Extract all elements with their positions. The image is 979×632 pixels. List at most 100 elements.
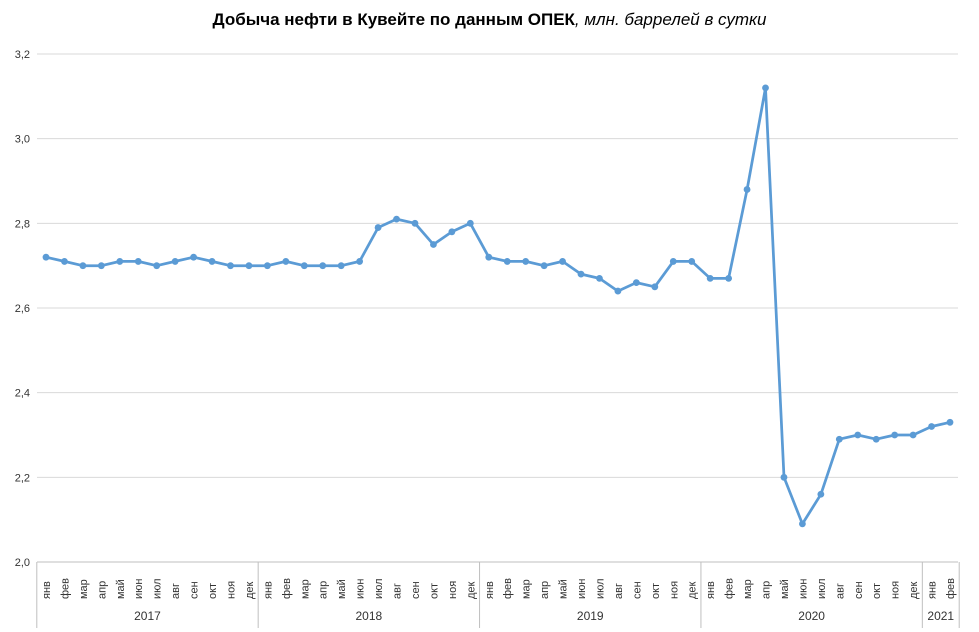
x-axis-month-label: июл	[816, 578, 828, 599]
y-axis-label: 3,2	[15, 49, 30, 61]
x-axis-year-label: 2021	[927, 609, 954, 623]
data-point	[946, 418, 954, 426]
x-axis-month-label: окт	[207, 583, 219, 599]
data-point	[430, 241, 437, 248]
x-axis-month-label: апр	[318, 581, 330, 599]
data-point	[743, 186, 751, 193]
x-axis-month-label: фев	[59, 578, 71, 599]
x-axis-month-label: авг	[392, 583, 404, 599]
data-point	[61, 258, 68, 265]
data-point	[411, 219, 419, 227]
x-axis-month-label: окт	[650, 583, 662, 599]
data-point	[337, 262, 345, 270]
data-point	[688, 258, 696, 265]
data-point	[632, 279, 640, 286]
data-point	[356, 258, 364, 265]
data-point	[466, 219, 474, 227]
x-axis-year-label: 2020	[798, 609, 825, 623]
x-axis-month-label: мар	[299, 579, 311, 599]
x-axis-month-label: май	[558, 579, 570, 599]
x-axis-month-label: ноя	[668, 581, 680, 599]
data-point	[393, 215, 400, 223]
x-axis-month-label: фев	[945, 578, 957, 599]
data-point	[651, 283, 659, 291]
data-point	[835, 435, 843, 443]
data-point	[263, 262, 271, 270]
x-axis-year-label: 2019	[577, 609, 604, 623]
x-axis-month-label: дек	[244, 581, 256, 599]
x-axis-month-label: мар	[78, 579, 90, 599]
x-axis-month-label: фев	[724, 578, 736, 599]
data-point	[799, 520, 806, 528]
data-point	[854, 431, 862, 439]
data-point	[153, 262, 161, 270]
y-axis-label: 2,8	[15, 218, 30, 230]
data-point	[79, 262, 87, 270]
x-axis-month-label: дек	[687, 581, 699, 599]
data-point	[448, 228, 456, 236]
data-point	[817, 490, 825, 498]
data-point	[97, 262, 105, 270]
data-point	[190, 253, 197, 261]
chart-title-sub: , млн. баррелей в сутки	[574, 10, 767, 29]
data-point	[116, 258, 124, 265]
x-axis-month-label: янв	[262, 581, 274, 599]
data-point	[559, 258, 566, 265]
data-point	[300, 262, 308, 270]
x-axis-month-label: авг	[834, 583, 846, 599]
x-axis-month-label: май	[115, 579, 127, 599]
data-point	[522, 258, 530, 265]
y-axis-label: 2,6	[15, 303, 30, 315]
x-axis-month-label: авг	[613, 583, 625, 599]
x-axis-month-label: сен	[853, 581, 865, 599]
data-point	[245, 262, 253, 270]
data-point	[540, 262, 548, 270]
data-point	[577, 270, 585, 278]
x-axis-month-label: фев	[281, 578, 293, 599]
data-point	[706, 274, 714, 282]
data-point	[928, 423, 935, 430]
x-axis-month-label: июн	[797, 579, 809, 599]
x-axis-month-label: дек	[908, 581, 920, 599]
x-axis-month-label: июн	[133, 579, 145, 599]
x-axis-month-label: сен	[189, 581, 201, 599]
x-axis-month-label: янв	[705, 581, 717, 599]
data-point	[282, 258, 290, 265]
y-axis-label: 2,4	[15, 388, 30, 400]
x-axis-month-label: янв	[484, 581, 496, 599]
x-axis-month-label: ноя	[225, 581, 237, 599]
x-axis-month-label: окт	[428, 583, 440, 599]
x-axis-month-label: сен	[410, 581, 422, 599]
data-point	[503, 258, 511, 265]
data-point	[891, 431, 899, 439]
data-point	[780, 473, 788, 481]
x-axis-month-label: дек	[465, 581, 477, 599]
data-point	[134, 258, 142, 265]
x-axis-month-label: июл	[373, 578, 385, 599]
data-point	[614, 287, 622, 295]
data-point	[485, 253, 493, 261]
y-axis-label: 2,0	[15, 557, 30, 569]
data-point	[227, 262, 234, 270]
x-axis-month-label: фев	[502, 578, 514, 599]
x-axis-month-label: мар	[742, 579, 754, 599]
data-point	[762, 84, 769, 92]
data-point	[42, 253, 50, 261]
x-axis-month-label: апр	[539, 581, 551, 599]
data-line	[44, 86, 952, 526]
data-point	[909, 431, 917, 439]
data-point	[669, 258, 677, 265]
x-axis-month-label: июн	[576, 579, 588, 599]
y-axis-label: 3,0	[15, 134, 30, 146]
chart-title-main: Добыча нефти в Кувейте по данным ОПЕК	[212, 10, 575, 29]
x-axis-month-label: янв	[927, 581, 939, 599]
data-point	[872, 435, 880, 443]
data-point	[596, 274, 603, 282]
x-axis-month-label: сен	[631, 581, 643, 599]
x-axis-year-label: 2017	[134, 609, 161, 623]
data-point	[171, 258, 179, 265]
x-axis-month-label: апр	[761, 581, 773, 599]
x-axis-month-label: ноя	[890, 581, 902, 599]
